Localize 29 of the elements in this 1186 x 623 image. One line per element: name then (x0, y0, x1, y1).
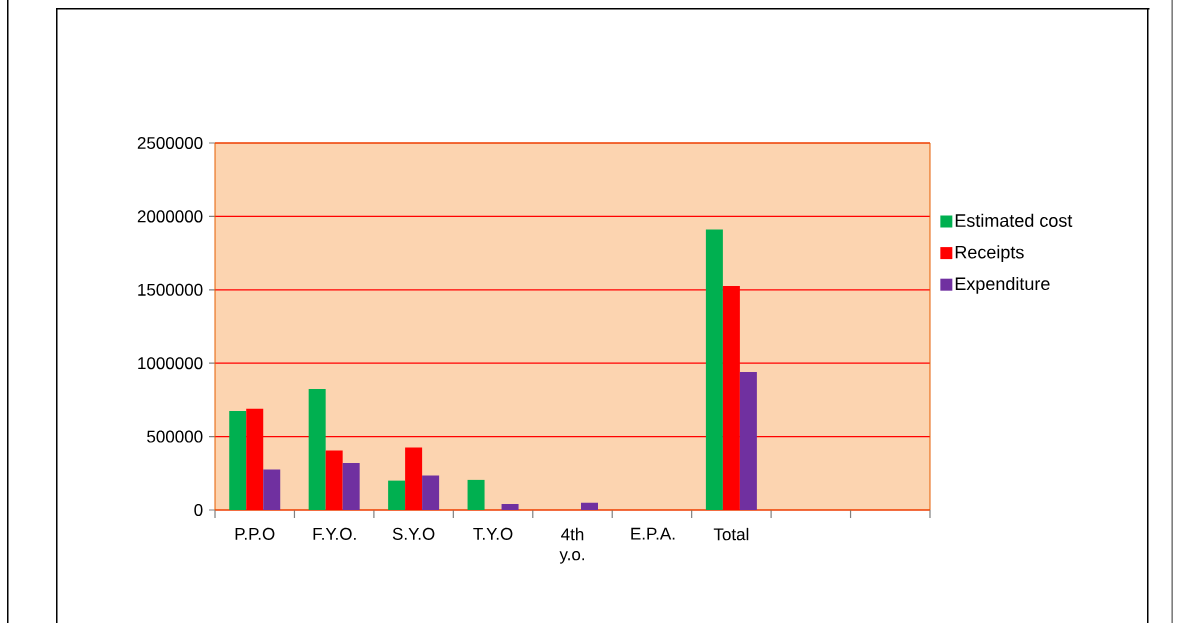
bar (501, 504, 519, 510)
bar (229, 410, 247, 510)
y-tick-label: 1500000 (138, 283, 203, 296)
bar (388, 480, 406, 510)
x-tick-label: E.P.A. (631, 527, 675, 540)
bar (308, 388, 326, 510)
bar (705, 229, 723, 510)
bar (405, 447, 423, 510)
bar (342, 463, 360, 510)
y-tick-label: 0 (194, 503, 203, 517)
y-tick-label: 500000 (147, 430, 203, 443)
x-tick-label: T.Y.O (473, 527, 513, 540)
x-tick-label: Total (713, 527, 749, 541)
x-tick-label: P.P.O (235, 527, 275, 540)
legend-label: Expenditure (955, 276, 1050, 294)
bar (422, 475, 440, 510)
legend-label: Estimated cost (955, 213, 1073, 227)
bar (739, 372, 757, 510)
bar (467, 479, 485, 510)
bar (581, 502, 598, 510)
x-tick-label: F.Y.O. (313, 527, 356, 540)
legend-label: Receipts (955, 245, 1024, 263)
x-tick-label: 4th y.o. (559, 527, 585, 564)
y-tick-label: 2000000 (137, 210, 203, 223)
y-tick-label: 2500000 (137, 136, 203, 150)
bar (325, 450, 343, 510)
x-tick-label: S.Y.O (392, 527, 435, 540)
y-tick-label: 1000000 (138, 357, 203, 370)
bar (263, 469, 281, 510)
